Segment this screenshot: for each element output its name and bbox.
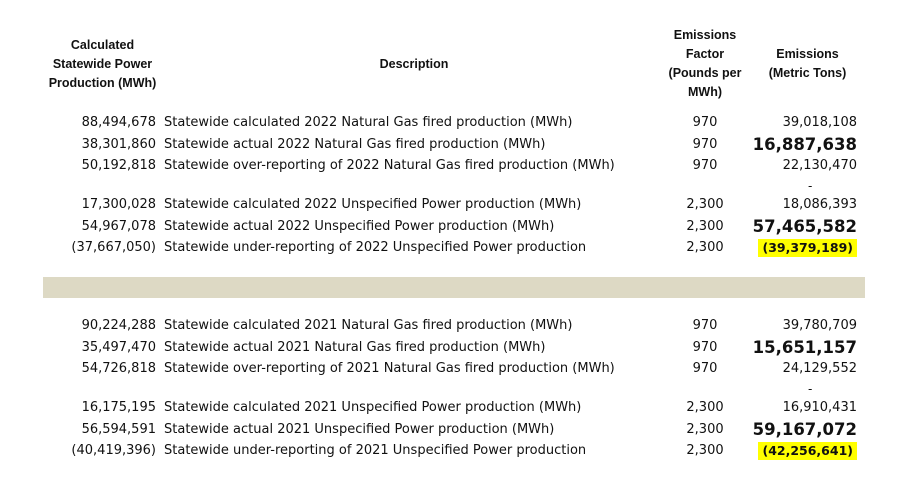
table-row: 90,224,288 Statewide calculated 2021 Nat…: [0, 315, 917, 336]
table-row: 88,494,678 Statewide calculated 2022 Nat…: [0, 112, 917, 133]
factor-value: 2,300: [686, 422, 724, 437]
description-text: Statewide over-reporting of 2021 Natural…: [164, 361, 615, 376]
table-row: 35,497,470 Statewide actual 2021 Natural…: [0, 337, 917, 358]
emissions-value: 18,086,393: [782, 197, 857, 212]
factor-value: 970: [692, 340, 718, 355]
description-text: Statewide actual 2021 Natural Gas fired …: [164, 340, 546, 355]
factor-value: 2,300: [686, 443, 724, 458]
emissions-value: 39,780,709: [782, 318, 857, 333]
factor-value: 970: [692, 137, 718, 152]
factor-value: 970: [692, 361, 718, 376]
header-production: Calculated Statewide Power Production (M…: [48, 38, 157, 90]
emissions-value: 16,910,431: [782, 400, 857, 415]
production-value: 88,494,678: [81, 115, 156, 130]
header-description: Description: [379, 57, 449, 71]
production-value: 54,967,078: [81, 219, 156, 234]
description-text: Statewide under-reporting of 2022 Unspec…: [164, 240, 587, 255]
table-row: 38,301,860 Statewide actual 2022 Natural…: [0, 134, 917, 155]
table-row: 54,967,078 Statewide actual 2022 Unspeci…: [0, 216, 917, 237]
description-text: Statewide calculated 2022 Unspecified Po…: [164, 197, 582, 212]
production-value: 56,594,591: [81, 422, 156, 437]
dash-mark: -: [808, 179, 813, 193]
factor-value: 2,300: [686, 219, 724, 234]
dash-mark: -: [808, 382, 813, 396]
section-separator: [43, 277, 865, 298]
factor-value: 970: [692, 158, 718, 173]
highlighted-emissions-value: (42,256,641): [758, 442, 857, 460]
emissions-value: 16,887,638: [752, 135, 857, 154]
description-text: Statewide calculated 2021 Natural Gas fi…: [164, 318, 573, 333]
description-text: Statewide actual 2022 Natural Gas fired …: [164, 137, 546, 152]
emissions-value: 57,465,582: [752, 217, 857, 236]
description-text: Statewide actual 2021 Unspecified Power …: [164, 422, 555, 437]
table-row: 54,726,818 Statewide over-reporting of 2…: [0, 358, 917, 379]
production-value: (37,667,050): [71, 240, 156, 255]
production-value: (40,419,396): [71, 443, 156, 458]
header-emissions: Emissions (Metric Tons): [768, 47, 847, 80]
description-text: Statewide over-reporting of 2022 Natural…: [164, 158, 615, 173]
table-row: (40,419,396) Statewide under-reporting o…: [0, 440, 917, 461]
factor-value: 970: [692, 318, 718, 333]
factor-value: 2,300: [686, 197, 724, 212]
emissions-value: 22,130,470: [782, 158, 857, 173]
production-value: 90,224,288: [81, 318, 156, 333]
factor-value: 2,300: [686, 400, 724, 415]
emissions-value: 15,651,157: [752, 338, 857, 357]
description-text: Statewide calculated 2022 Natural Gas fi…: [164, 115, 573, 130]
description-text: Statewide under-reporting of 2021 Unspec…: [164, 443, 587, 458]
highlighted-emissions-value: (39,379,189): [758, 239, 857, 257]
factor-value: 2,300: [686, 240, 724, 255]
production-value: 54,726,818: [81, 361, 156, 376]
description-text: Statewide calculated 2021 Unspecified Po…: [164, 400, 582, 415]
description-text: Statewide actual 2022 Unspecified Power …: [164, 219, 555, 234]
production-value: 50,192,818: [81, 158, 156, 173]
production-value: 35,497,470: [81, 340, 156, 355]
production-value: 38,301,860: [81, 137, 156, 152]
header-emissions-factor: Emissions Factor (Pounds per MWh): [668, 28, 742, 99]
table-row: 50,192,818 Statewide over-reporting of 2…: [0, 155, 917, 176]
table-row: 56,594,591 Statewide actual 2021 Unspeci…: [0, 419, 917, 440]
table-row: 16,175,195 Statewide calculated 2021 Uns…: [0, 397, 917, 418]
production-value: 17,300,028: [81, 197, 156, 212]
emissions-value: 24,129,552: [782, 361, 857, 376]
factor-value: 970: [692, 115, 718, 130]
emissions-value: 39,018,108: [782, 115, 857, 130]
table-row: 17,300,028 Statewide calculated 2022 Uns…: [0, 194, 917, 215]
production-value: 16,175,195: [81, 400, 156, 415]
emissions-value: 59,167,072: [752, 420, 857, 439]
table-row: (37,667,050) Statewide under-reporting o…: [0, 237, 917, 258]
